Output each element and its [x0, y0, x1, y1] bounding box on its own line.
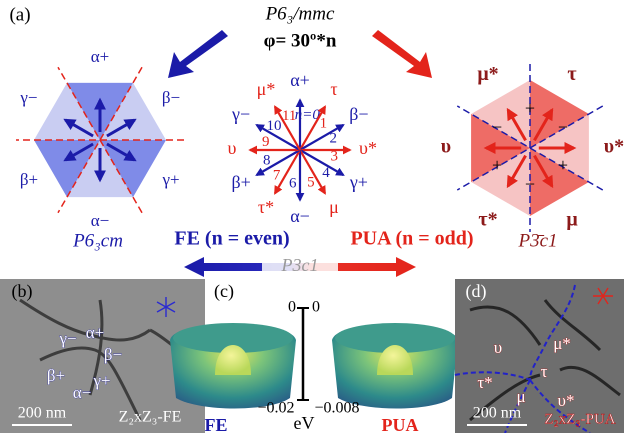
- fe-caption: FE: [204, 415, 227, 433]
- domain-label: μ: [516, 387, 525, 406]
- left-hexagon: α+ β− γ+ α− β+ γ−: [16, 47, 184, 230]
- scale-label: 200 nm: [18, 405, 67, 422]
- image-caption: Z₂xZ₃-PUA: [544, 411, 615, 427]
- domain-label: τ: [541, 362, 548, 381]
- domain-label: β−: [104, 345, 122, 364]
- common-group: P3c1: [281, 255, 319, 275]
- angle-index: 7: [273, 167, 281, 183]
- angle-index: 9: [262, 134, 270, 150]
- angle-index: 6: [289, 176, 297, 192]
- angle-index: 3: [330, 149, 338, 165]
- domain-label: μ*: [477, 63, 498, 85]
- charge-sign: +: [525, 98, 535, 118]
- charge-sign: +: [558, 155, 568, 175]
- energy-unit: eV: [294, 413, 315, 433]
- domain-label: γ−: [231, 104, 250, 124]
- domain-label: γ+: [161, 170, 179, 189]
- right-hexagon: + − + − + − τ υ* μ τ* υ μ*: [441, 63, 624, 232]
- parent-group: P6₃/mmc: [265, 3, 335, 24]
- big-arrow-pua: [372, 30, 432, 78]
- domain-label: υ: [494, 338, 502, 357]
- charge-sign: +: [492, 155, 502, 175]
- domain-label: υ: [441, 136, 451, 158]
- panel-label: (a): [9, 4, 30, 25]
- domain-label: μ*: [257, 79, 276, 99]
- domain-label: τ*: [478, 208, 497, 230]
- domain-label: β−: [162, 88, 180, 107]
- fe-scale-top: 0: [288, 299, 296, 316]
- domain-label: α+: [86, 323, 105, 342]
- charge-sign: −: [525, 174, 535, 194]
- angle-index: 1: [320, 115, 328, 131]
- pua-caption: PUA (n = odd): [350, 228, 473, 250]
- big-arrow-fe: [168, 30, 228, 78]
- domain-label: υ*: [359, 138, 377, 158]
- rotation-rule: φ= 30º*n: [264, 30, 337, 51]
- domain-label: μ: [566, 208, 578, 230]
- domain-label: β+: [47, 366, 65, 385]
- right-group: P3̄c1: [517, 230, 557, 251]
- figure: (a) P6₃/mmc φ= 30º*n α+β−γ+α−β+γ− α+n=0τ…: [0, 0, 624, 433]
- domain-label: τ: [330, 79, 337, 99]
- image-caption: Z₂xZ₃-FE: [119, 409, 182, 426]
- domain-label: υ*: [558, 391, 575, 410]
- panel-label: (c): [214, 281, 234, 302]
- domain-label: α−: [73, 383, 92, 402]
- domain-label: β+: [20, 170, 38, 189]
- domain-label: τ*: [258, 197, 274, 217]
- panel-label: (b): [12, 281, 33, 302]
- domain-label: υ*: [604, 136, 624, 158]
- domain-label: β−: [349, 104, 368, 124]
- pua-scale-bottom: −0.008: [314, 400, 359, 417]
- domain-label: γ+: [92, 371, 110, 390]
- domain-label: τ*: [477, 373, 492, 392]
- charge-sign: −: [492, 117, 502, 137]
- fe-caption: FE (n = even): [174, 228, 289, 250]
- domain-label: γ−: [19, 88, 37, 107]
- angle-index: 2: [330, 131, 338, 147]
- domain-label: γ−: [58, 329, 76, 348]
- angle-index: 10: [266, 118, 281, 134]
- domain-label: α+: [91, 47, 110, 66]
- angle-index: 8: [263, 152, 271, 168]
- domain-label: τ: [567, 63, 576, 85]
- scale-label: 200 nm: [473, 405, 522, 422]
- angle-index: 11: [282, 108, 296, 124]
- angle-index: 4: [322, 165, 330, 181]
- domain-label: μ: [329, 197, 339, 217]
- pua-caption: PUA: [382, 415, 419, 433]
- pua-scale-top: 0: [312, 299, 320, 316]
- left-group: P6₃cm: [72, 230, 123, 251]
- domain-label: α−: [91, 211, 110, 230]
- domain-label: μ*: [553, 334, 571, 353]
- fe-scale-bottom: −0.02: [257, 400, 294, 417]
- domain-label: β+: [231, 172, 250, 192]
- domain-label: υ: [228, 138, 237, 158]
- panel-label: (d): [466, 281, 487, 302]
- domain-label: α−: [290, 206, 310, 226]
- domain-label: α+: [290, 70, 310, 90]
- domain-label: γ+: [349, 172, 368, 192]
- angle-index: 5: [307, 175, 315, 191]
- charge-sign: −: [558, 117, 568, 137]
